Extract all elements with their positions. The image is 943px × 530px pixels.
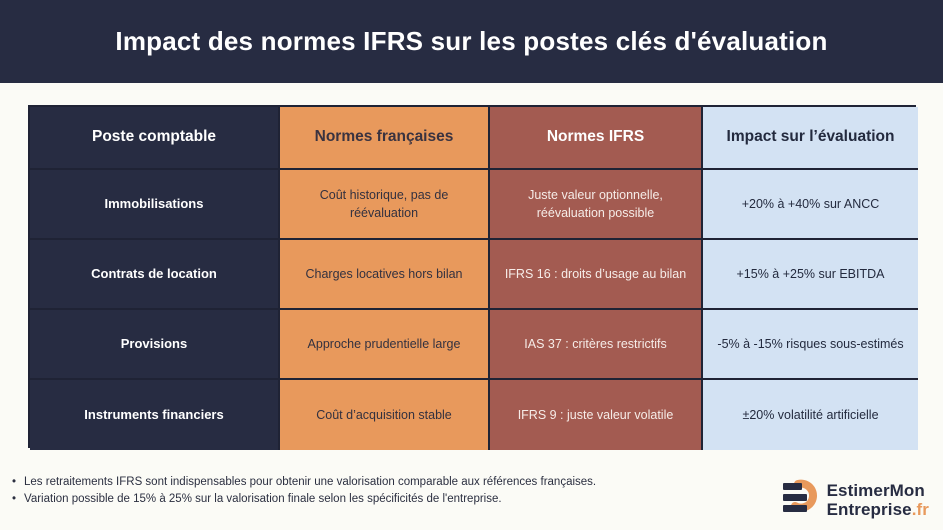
table-row-poste: Contrats de location	[30, 240, 280, 310]
table-row-normes-ifrs: Juste valeur optionnelle, réévaluation p…	[490, 170, 703, 240]
brand-line1: EstimerMon	[826, 481, 925, 501]
table-row-normes-ifrs: IFRS 16 : droits d’usage au bilan	[490, 240, 703, 310]
brand-wordmark: EstimerMon Entreprise.fr	[826, 481, 929, 519]
brand-logo: EstimerMon Entreprise.fr	[782, 477, 929, 524]
table-row-normes-ifrs: IAS 37 : critères restrictifs	[490, 310, 703, 380]
footnote-text: Variation possible de 15% à 25% sur la v…	[24, 492, 502, 505]
page-title: Impact des normes IFRS sur les postes cl…	[115, 26, 828, 56]
header-normes-francaises: Normes françaises	[280, 107, 490, 170]
table-row-impact: +15% à +25% sur EBITDA	[703, 240, 918, 310]
footnotes: Les retraitements IFRS sont indispensabl…	[10, 474, 650, 507]
table-row-poste: Instruments financiers	[30, 380, 280, 450]
brand-tld: .fr	[911, 499, 929, 519]
title-band: Impact des normes IFRS sur les postes cl…	[0, 0, 943, 83]
table-row-impact: -5% à -15% risques sous-estimés	[703, 310, 918, 380]
table-row-normes-fr: Coût d’acquisition stable	[280, 380, 490, 450]
ledger-coin-icon	[782, 477, 820, 524]
table-row-normes-fr: Approche prudentielle large	[280, 310, 490, 380]
brand-line2: Entreprise.fr	[826, 499, 929, 519]
table-row-poste: Immobilisations	[30, 170, 280, 240]
table-row-normes-fr: Coût historique, pas de réévaluation	[280, 170, 490, 240]
table-row-poste: Provisions	[30, 310, 280, 380]
header-impact-evaluation: Impact sur l’évaluation	[703, 107, 918, 170]
table-row-impact: +20% à +40% sur ANCC	[703, 170, 918, 240]
footnote-text: Les retraitements IFRS sont indispensabl…	[24, 476, 597, 488]
header-normes-ifrs: Normes IFRS	[490, 107, 703, 170]
table-row-impact: ±20% volatilité artificielle	[703, 380, 918, 450]
ifrs-comparison-table: Poste comptable Normes françaises Normes…	[28, 105, 918, 450]
table-row-normes-fr: Charges locatives hors bilan	[280, 240, 490, 310]
table-row-normes-ifrs: IFRS 9 : juste valeur volatile	[490, 380, 703, 450]
footnote-item: Les retraitements IFRS sont indispensabl…	[10, 474, 650, 491]
footnote-item: Variation possible de 15% à 25% sur la v…	[10, 491, 650, 508]
header-poste-comptable: Poste comptable	[30, 107, 280, 170]
brand-line2-text: Entreprise	[826, 499, 912, 519]
